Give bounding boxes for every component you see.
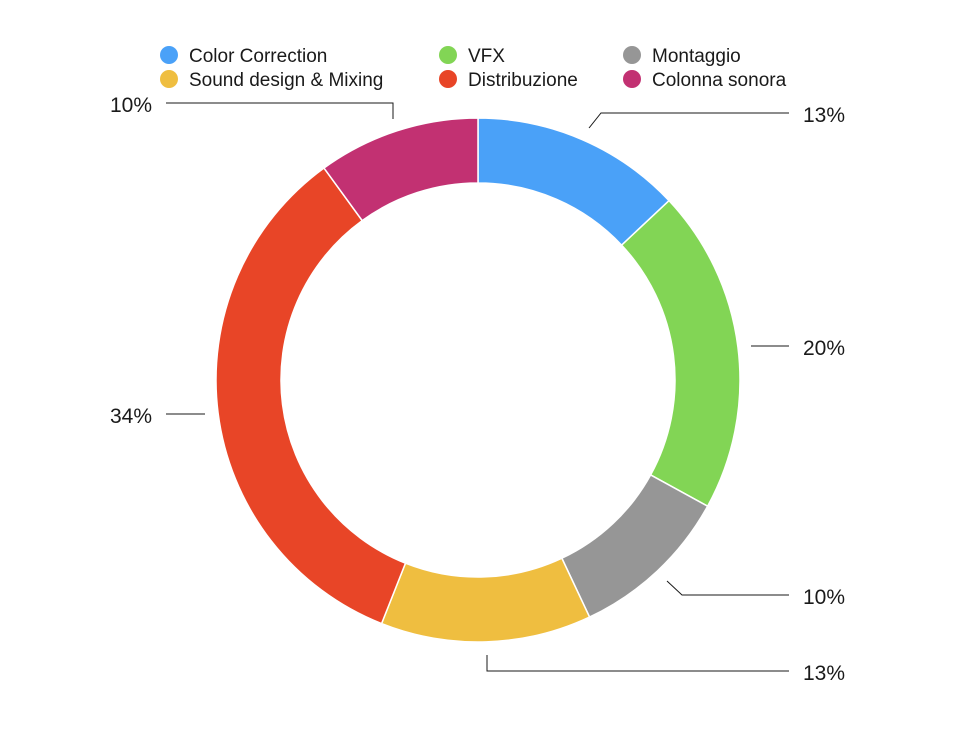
slice-colonna-sonora bbox=[322, 117, 479, 222]
legend-label-sound-design-and-mixing: Sound design & Mixing bbox=[189, 70, 383, 91]
donut-slices bbox=[215, 117, 741, 643]
legend-swatch-color-correction bbox=[160, 46, 178, 64]
slice-vfx bbox=[620, 199, 741, 508]
legend-label-montaggio: Montaggio bbox=[652, 46, 741, 67]
legend-item-montaggio: Montaggio bbox=[623, 46, 741, 67]
value-labels: 13% 20% 10% 13% 34% 10% bbox=[110, 94, 845, 685]
slice-montaggio bbox=[560, 473, 709, 619]
value-label-color-correction: 13% bbox=[803, 104, 845, 127]
legend-label-vfx: VFX bbox=[468, 46, 505, 67]
slice-sound-design-and-mixing bbox=[380, 557, 591, 643]
legend-label-colonna-sonora: Colonna sonora bbox=[652, 70, 787, 91]
legend-label-color-correction: Color Correction bbox=[189, 46, 327, 67]
slice-color-correction bbox=[477, 117, 671, 247]
value-label-vfx: 20% bbox=[803, 337, 845, 360]
slice-distribuzione bbox=[215, 166, 407, 625]
legend-swatch-montaggio bbox=[623, 46, 641, 64]
leader-line-colonna-sonora bbox=[166, 102, 394, 119]
value-label-distribuzione: 34% bbox=[110, 405, 152, 428]
value-label-montaggio: 10% bbox=[803, 586, 845, 609]
legend-item-colonna-sonora: Colonna sonora bbox=[623, 70, 787, 91]
legend-label-distribuzione: Distribuzione bbox=[468, 70, 578, 91]
legend-swatch-distribuzione bbox=[439, 70, 457, 88]
legend-item-color-correction: Color Correction bbox=[160, 46, 327, 67]
leader-line-montaggio bbox=[666, 580, 789, 596]
legend-swatch-colonna-sonora bbox=[623, 70, 641, 88]
value-label-sound-design-and-mixing: 13% bbox=[803, 662, 845, 685]
legend-item-distribuzione: Distribuzione bbox=[439, 70, 578, 91]
chart-legend: Color Correction VFX Montaggio Sound design… bbox=[160, 46, 787, 91]
legend-item-vfx: VFX bbox=[439, 46, 505, 67]
legend-swatch-vfx bbox=[439, 46, 457, 64]
value-label-colonna-sonora: 10% bbox=[110, 94, 152, 117]
leader-line-color-correction bbox=[588, 112, 789, 129]
leader-line-sound-design-and-mixing bbox=[486, 655, 789, 672]
legend-swatch-sound-design-and-mixing bbox=[160, 70, 178, 88]
legend-item-sound-design-and-mixing: Sound design & Mixing bbox=[160, 70, 383, 91]
